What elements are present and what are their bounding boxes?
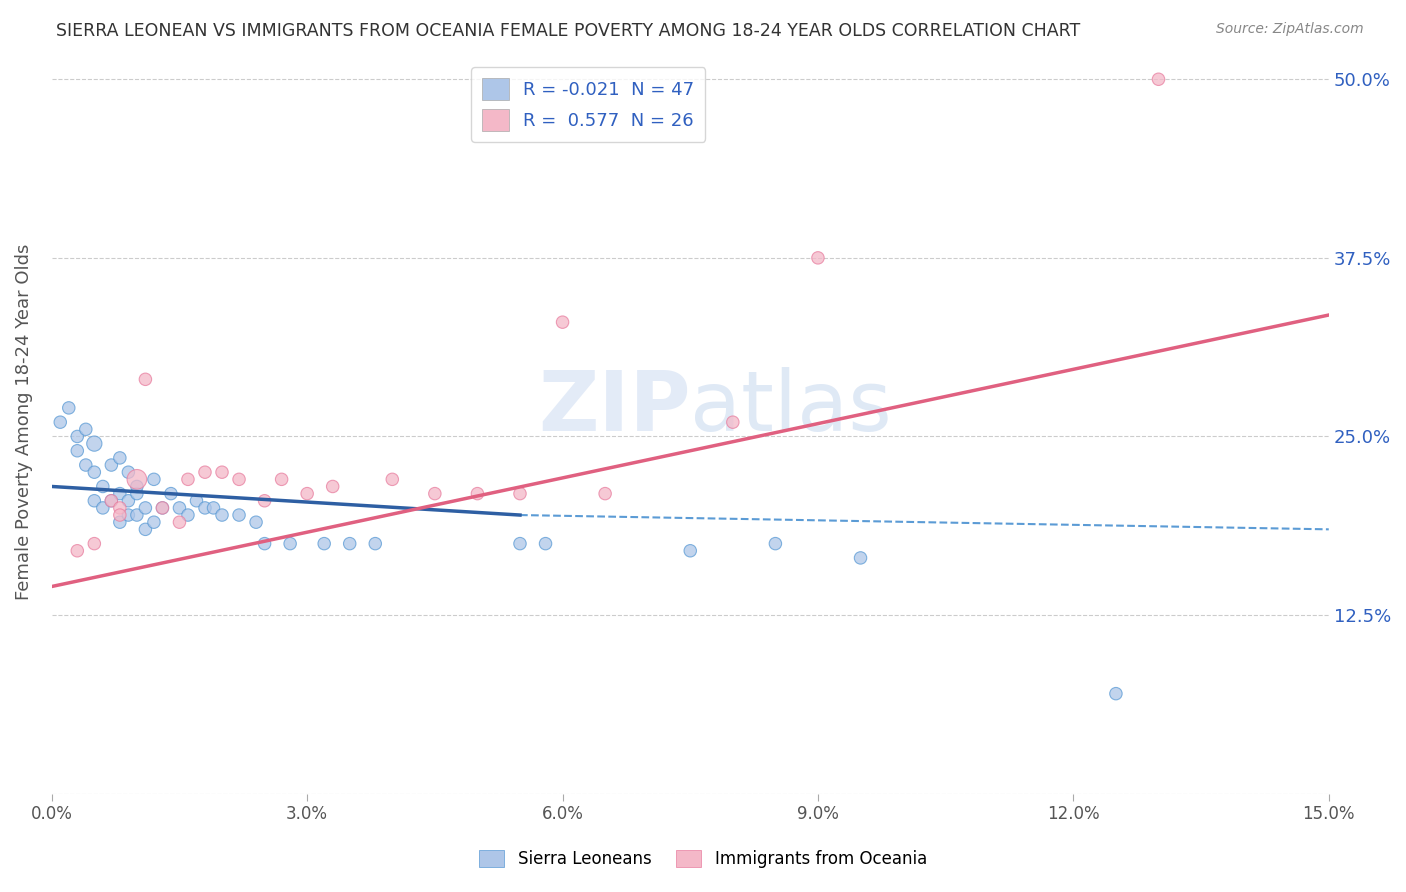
Point	[423, 486, 446, 500]
Point	[211, 465, 233, 479]
Point	[534, 536, 557, 550]
Point	[509, 536, 531, 550]
Point	[721, 415, 744, 429]
Point	[1147, 72, 1170, 87]
Point	[253, 493, 276, 508]
Point	[91, 500, 114, 515]
Point	[83, 465, 105, 479]
Point	[1105, 687, 1128, 701]
Point	[100, 493, 122, 508]
Point	[117, 493, 139, 508]
Point	[278, 536, 301, 550]
Point	[83, 493, 105, 508]
Point	[152, 500, 174, 515]
Point	[83, 436, 105, 450]
Point	[142, 515, 165, 529]
Point	[66, 443, 89, 458]
Point	[100, 458, 122, 472]
Point	[314, 536, 336, 550]
Point	[108, 508, 131, 522]
Point	[134, 372, 156, 386]
Text: atlas: atlas	[690, 367, 891, 448]
Point	[381, 472, 404, 486]
Point	[177, 508, 200, 522]
Point	[177, 472, 200, 486]
Point	[58, 401, 80, 415]
Text: SIERRA LEONEAN VS IMMIGRANTS FROM OCEANIA FEMALE POVERTY AMONG 18-24 YEAR OLDS C: SIERRA LEONEAN VS IMMIGRANTS FROM OCEANI…	[56, 22, 1080, 40]
Point	[66, 543, 89, 558]
Point	[551, 315, 574, 329]
Point	[339, 536, 361, 550]
Point	[100, 493, 122, 508]
Point	[125, 486, 148, 500]
Point	[108, 486, 131, 500]
Point	[322, 479, 344, 493]
Point	[194, 500, 217, 515]
Point	[169, 515, 191, 529]
Legend: Sierra Leoneans, Immigrants from Oceania: Sierra Leoneans, Immigrants from Oceania	[472, 843, 934, 875]
Point	[108, 450, 131, 465]
Point	[295, 486, 318, 500]
Point	[117, 465, 139, 479]
Point	[228, 472, 250, 486]
Point	[807, 251, 830, 265]
Point	[108, 500, 131, 515]
Point	[169, 500, 191, 515]
Point	[125, 472, 148, 486]
Point	[763, 536, 786, 550]
Point	[134, 522, 156, 536]
Point	[467, 486, 489, 500]
Point	[83, 536, 105, 550]
Point	[75, 422, 97, 436]
Point	[593, 486, 616, 500]
Point	[245, 515, 267, 529]
Point	[49, 415, 72, 429]
Point	[152, 500, 174, 515]
Point	[125, 508, 148, 522]
Point	[270, 472, 292, 486]
Text: Source: ZipAtlas.com: Source: ZipAtlas.com	[1216, 22, 1364, 37]
Point	[253, 536, 276, 550]
Point	[66, 429, 89, 443]
Point	[160, 486, 183, 500]
Legend: R = -0.021  N = 47, R =  0.577  N = 26: R = -0.021 N = 47, R = 0.577 N = 26	[471, 67, 706, 142]
Point	[194, 465, 217, 479]
Text: ZIP: ZIP	[537, 367, 690, 448]
Y-axis label: Female Poverty Among 18-24 Year Olds: Female Poverty Among 18-24 Year Olds	[15, 244, 32, 600]
Point	[75, 458, 97, 472]
Point	[228, 508, 250, 522]
Point	[202, 500, 225, 515]
Point	[142, 472, 165, 486]
Point	[117, 508, 139, 522]
Point	[364, 536, 387, 550]
Point	[186, 493, 208, 508]
Point	[509, 486, 531, 500]
Point	[849, 550, 872, 565]
Point	[125, 479, 148, 493]
Point	[679, 543, 702, 558]
Point	[91, 479, 114, 493]
Point	[211, 508, 233, 522]
Point	[134, 500, 156, 515]
Point	[108, 515, 131, 529]
